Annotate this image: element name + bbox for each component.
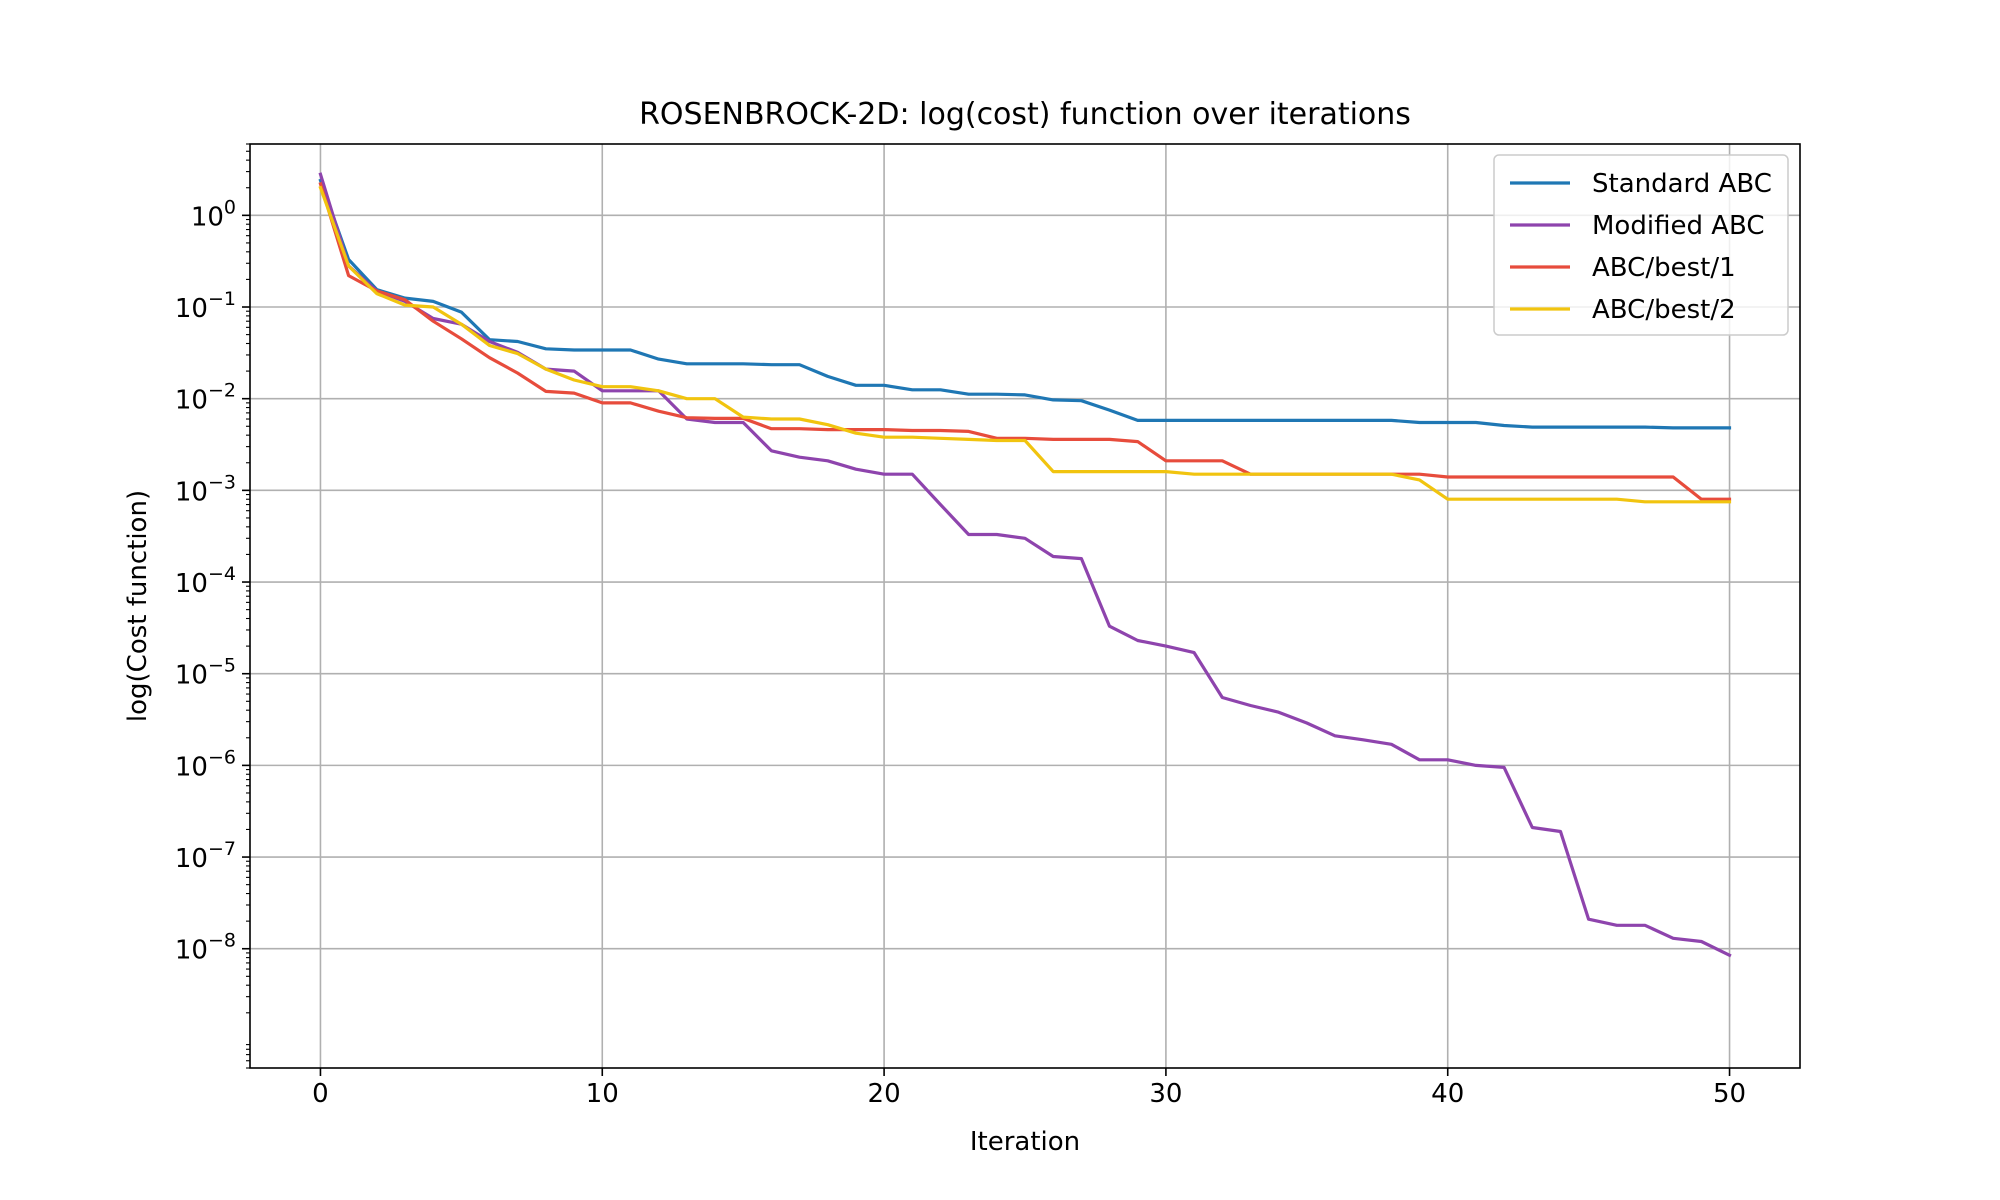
x-tick-label: 0 [312, 1079, 329, 1109]
series-line-abc-best-1 [318, 181, 1732, 501]
x-tick-label: 30 [1149, 1079, 1182, 1109]
y-tick-label: 10−7 [175, 838, 236, 874]
legend-label-standard-abc: Standard ABC [1592, 169, 1772, 199]
chart-title: ROSENBROCK-2D: log(cost) function over i… [639, 97, 1411, 132]
y-tick-label: 10−3 [175, 471, 236, 507]
legend-box [1493, 154, 1789, 336]
y-tick-label: 10−2 [175, 380, 236, 416]
x-tick-label: 50 [1713, 1079, 1746, 1109]
y-tick-label: 10−5 [175, 655, 236, 691]
legend-label-abc-best-2: ABC/best/2 [1592, 295, 1736, 325]
y-tick-label: 10−4 [175, 563, 236, 599]
y-tick-label: 100 [191, 196, 236, 232]
legend-label-abc-best-1: ABC/best/1 [1592, 253, 1736, 283]
legend-label-modified-abc: Modified ABC [1592, 211, 1765, 241]
legend: Standard ABC Modified ABC ABC/best/1 ABC/be… [1493, 154, 1789, 336]
series-line-abc-best-2 [318, 185, 1732, 504]
y-tick-label: 10−6 [175, 746, 236, 782]
series-layer [318, 172, 1732, 958]
plot-frame [249, 143, 1801, 1069]
x-tick-label: 40 [1431, 1079, 1464, 1109]
grid-layer [250, 144, 1800, 1068]
x-tick-label: 20 [868, 1079, 901, 1109]
x-tick-label: 10 [586, 1079, 619, 1109]
series-line-modified-abc [318, 172, 1732, 958]
x-axis-label: Iteration [970, 1127, 1080, 1157]
tick-layer: 0 10 20 30 40 50 100 10−1 10−2 10−3 10−4 10−5 10−6 10… [175, 143, 1746, 1109]
y-tick-label: 10−8 [175, 930, 236, 966]
y-tick-label: 10−1 [175, 288, 236, 324]
y-axis-label: log(Cost function) [123, 490, 153, 722]
series-line-standard-abc [318, 178, 1732, 430]
